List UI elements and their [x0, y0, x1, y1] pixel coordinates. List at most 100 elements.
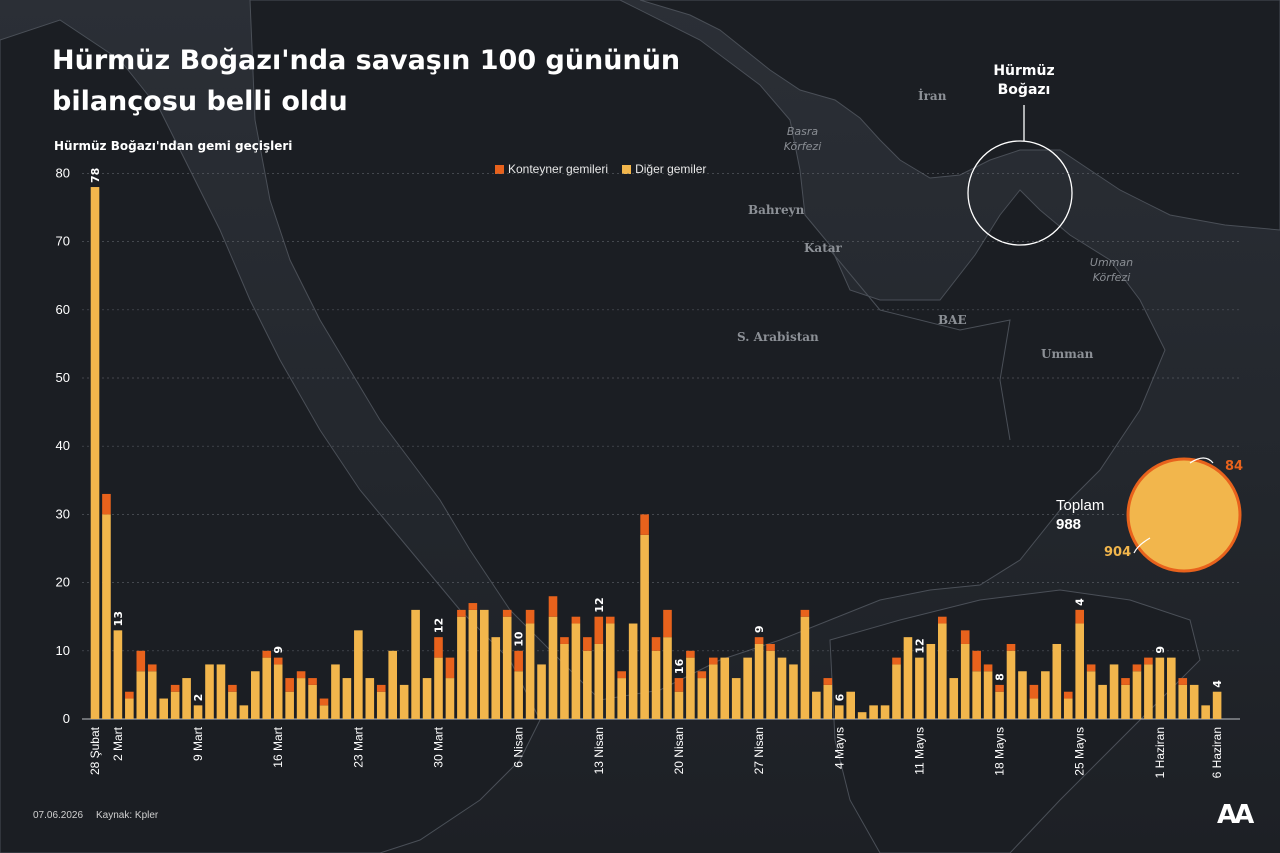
bar-other [388, 650, 397, 719]
bar-other [1075, 623, 1084, 719]
bar-container [823, 678, 833, 685]
bar-other [193, 705, 203, 719]
bar-other [1098, 684, 1107, 719]
bar-other [308, 684, 317, 719]
bar-other [789, 664, 798, 719]
bar-other [1155, 657, 1165, 719]
bar-container [273, 657, 283, 665]
bar-other [777, 657, 787, 719]
bar-other [720, 657, 730, 719]
aa-logo: AA [1217, 800, 1254, 830]
bar-other [651, 650, 661, 719]
bar-other [445, 678, 455, 719]
bar-container [983, 664, 993, 672]
data-label: 2 [192, 694, 205, 702]
bar-other [319, 705, 329, 719]
bar-container [445, 657, 455, 679]
bar-other [273, 664, 283, 719]
bar-other [594, 643, 604, 719]
bar-other [697, 678, 707, 719]
bar-container [1086, 664, 1096, 672]
footer-source: Kaynak: Kpler [96, 810, 159, 821]
x-tick-label: 4 Mayıs [832, 727, 846, 769]
map-label-gulf-oman: Umman Körfezi [1089, 256, 1134, 284]
total-value: 988 [1056, 516, 1082, 533]
bar-other [537, 664, 546, 719]
bar-other [285, 691, 294, 719]
bar-other [1029, 698, 1039, 719]
bar-container [548, 596, 558, 617]
x-tick-label: 28 Şubat [88, 726, 102, 775]
bar-other [422, 678, 432, 719]
data-label: 8 [994, 673, 1007, 681]
data-label: 9 [272, 646, 285, 654]
map-land-iran [639, 0, 1280, 231]
total-pie [1126, 457, 1242, 573]
x-tick-label: 11 Mayıs [912, 727, 926, 775]
bar-other [628, 623, 638, 719]
bar-other [491, 637, 501, 719]
bar-other [754, 643, 764, 719]
x-tick-label: 23 Mart [351, 726, 365, 767]
bar-other [903, 637, 913, 719]
bar-container [605, 616, 615, 624]
bar-other [102, 514, 111, 719]
bar-other [663, 637, 672, 719]
bar-container [560, 637, 569, 644]
bar-other [502, 616, 512, 719]
map-label-qatar: Katar [804, 241, 842, 255]
bar-other [640, 534, 649, 719]
bar-other [605, 623, 615, 719]
bar-other [399, 684, 409, 719]
bar-other [869, 705, 878, 719]
bar-other [583, 650, 592, 719]
bar-other [812, 691, 821, 719]
footer-date: 07.06.2026 [33, 810, 84, 821]
bar-other [560, 643, 569, 719]
bar-other [1189, 684, 1199, 719]
map-label-bahrain: Bahreyn [748, 203, 805, 217]
bar-other [766, 650, 775, 719]
x-tick-label: 2 Mart [111, 726, 125, 761]
bar-container [1029, 684, 1039, 699]
bar-container [960, 630, 970, 644]
bar-container [514, 650, 523, 672]
y-tick-label: 50 [56, 370, 70, 385]
bar-container [651, 637, 661, 651]
data-label: 12 [913, 638, 926, 653]
map-label-uae: BAE [938, 313, 967, 327]
data-label: 9 [753, 626, 766, 634]
bar-other [159, 698, 168, 719]
chart-subtitle: Hürmüz Boğazı'ndan gemi geçişleri [54, 139, 293, 153]
bar-other [1212, 691, 1222, 719]
bar-other [1063, 698, 1073, 719]
bar-other [972, 671, 981, 719]
data-label: 12 [433, 618, 446, 633]
bar-container [525, 609, 535, 624]
bar-other [411, 609, 420, 719]
bar-other [525, 623, 535, 719]
bar-container [1063, 691, 1073, 699]
bar-other [743, 657, 752, 719]
bar-container [686, 650, 695, 658]
bar-container [892, 657, 901, 665]
map-label-saudi: S. Arabistan [737, 330, 819, 344]
bar-other [926, 643, 936, 719]
total-label: Toplam 988 [1056, 496, 1104, 534]
x-tick-label: 18 Mayıs [993, 727, 1007, 776]
bar-other [960, 643, 970, 719]
bar-container [617, 671, 626, 679]
bar-other [147, 671, 157, 719]
bar-other [514, 671, 523, 719]
bar-container [663, 609, 672, 638]
bar-other [239, 705, 249, 719]
bar-container [571, 616, 581, 624]
map-label-oman: Umman [1041, 347, 1094, 361]
bar-container [468, 603, 478, 610]
bar-other [995, 691, 1004, 719]
bar-container [640, 514, 649, 535]
bar-other [1167, 657, 1176, 719]
bar-container [1006, 643, 1016, 651]
bar-container [228, 684, 237, 692]
